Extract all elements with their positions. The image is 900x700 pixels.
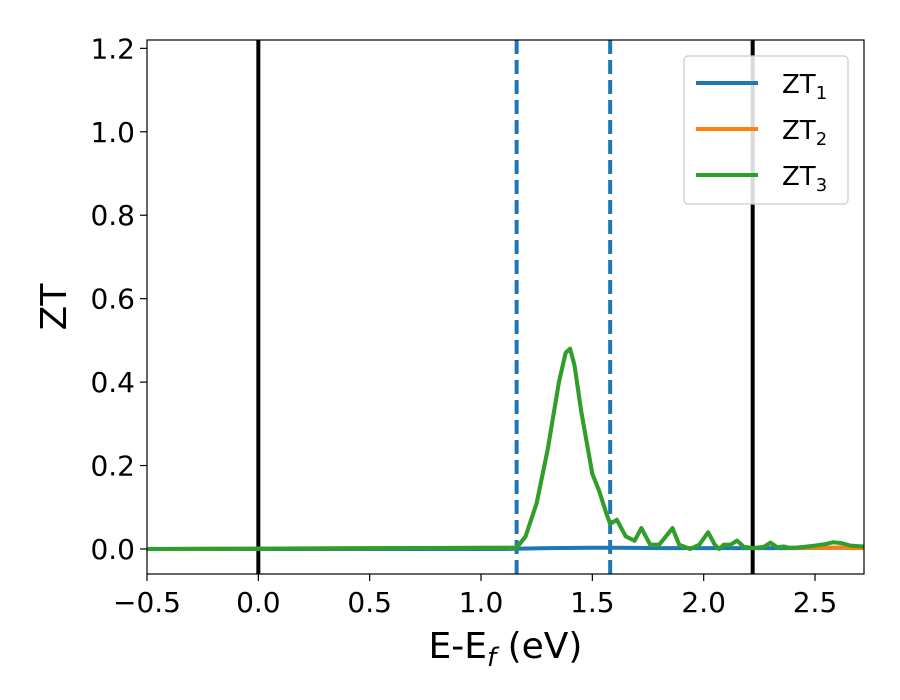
y-tick-label: 1.2: [90, 32, 135, 65]
x-axis-title: E-Ef (eV): [429, 626, 583, 673]
x-tick-label: 1.0: [459, 586, 504, 619]
y-tick-label: 0.8: [90, 199, 135, 232]
axes-frame: [146, 39, 865, 575]
legend-box: [683, 55, 849, 205]
y-axis-title: ZT: [34, 283, 75, 331]
x-tick-label: 2.0: [681, 586, 726, 619]
x-axis-title-unit: (eV): [496, 626, 582, 667]
x-tick-label: 0.5: [347, 586, 392, 619]
y-tick-label: 1.0: [90, 116, 135, 149]
series-line-2: [147, 346, 864, 551]
x-tick-label: 1.5: [570, 586, 615, 619]
y-tick-label: 0.4: [90, 366, 135, 399]
x-axis-title-main: E-E: [429, 626, 487, 667]
x-tick-label: 2.5: [793, 586, 838, 619]
legend-label-1: ZT1: [782, 70, 827, 104]
x-tick-label: −0.5: [113, 586, 181, 619]
legend-label-2: ZT2: [782, 116, 827, 150]
axes: −0.5 0.0 0.5 1.0 1.5 2.0 2.5 0.0 0.2 0.4 0.6 0.8 1.0…: [90, 32, 865, 619]
y-tick-label: 0.2: [90, 450, 135, 483]
y-tick-label: 0.6: [90, 283, 135, 316]
x-tick-label: 0.0: [236, 586, 281, 619]
legend: ZT1 ZT2 ZT3: [683, 55, 849, 205]
series-line-3: [147, 346, 864, 551]
y-tick-label: 0.0: [90, 533, 135, 566]
legend-label-3: ZT3: [782, 162, 827, 196]
